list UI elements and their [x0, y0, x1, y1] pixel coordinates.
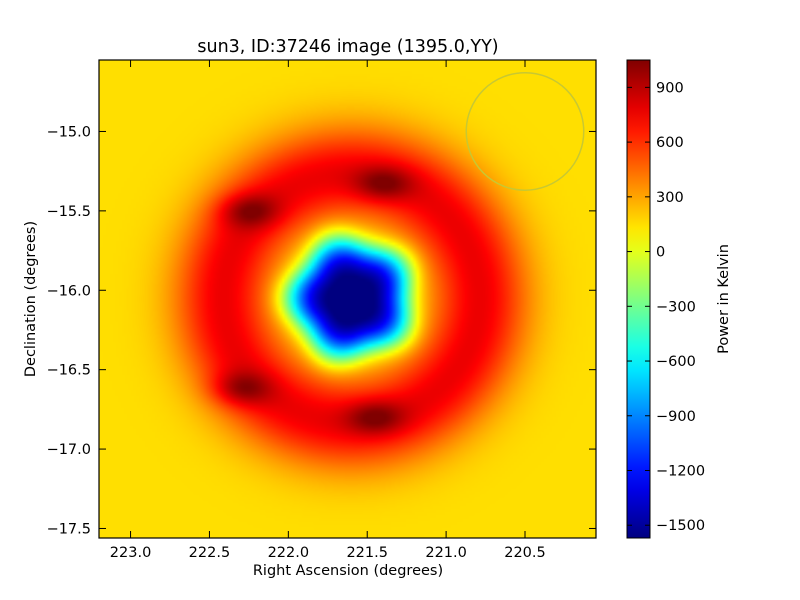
y-tick-label: −15.0	[47, 124, 91, 140]
chart-title: sun3, ID:37246 image (1395.0,YY)	[197, 37, 498, 57]
y-tick-label: −15.5	[47, 204, 91, 220]
colorbar-label: Power in Kelvin	[716, 244, 732, 354]
x-axis-label: Right Ascension (degrees)	[253, 563, 443, 579]
plot-frame	[98, 59, 597, 539]
colorbar-tick-label: 300	[656, 190, 684, 206]
colorbar-axis: 900 600 300 0 −300 −600 −900 −1200 −1500	[627, 80, 705, 534]
y-axis: −15.0 −15.5 −16.0 −16.5 −17.0 −17.5	[47, 124, 596, 537]
heatmap-image	[99, 60, 596, 538]
x-axis: 223.0 222.5 222.0 221.5 221.0 220.5	[110, 60, 546, 561]
colorbar-tick-label: −1500	[656, 518, 705, 534]
colorbar-tick-label: −600	[656, 354, 696, 370]
colorbar-tick-label: 600	[656, 135, 684, 151]
y-tick-label: −17.5	[47, 521, 91, 537]
x-tick-label: 220.5	[504, 545, 546, 561]
colorbar-tick-label: −900	[656, 409, 696, 425]
y-tick-label: −17.0	[47, 442, 91, 458]
x-tick-label: 221.0	[425, 545, 467, 561]
y-axis-label: Declination (degrees)	[23, 221, 39, 377]
colorbar-tick-label: 900	[656, 80, 684, 96]
x-tick-label: 222.5	[189, 545, 231, 561]
beam-circle	[465, 71, 585, 191]
x-tick-label: 221.5	[346, 545, 388, 561]
colorbar-tick-label: −300	[656, 299, 696, 315]
x-tick-label: 222.0	[268, 545, 310, 561]
colorbar	[626, 59, 651, 539]
x-tick-label: 223.0	[110, 545, 152, 561]
colorbar-tick-label: 0	[656, 245, 665, 261]
y-tick-label: −16.0	[47, 283, 91, 299]
y-tick-label: −16.5	[47, 363, 91, 379]
colorbar-tick-label: −1200	[656, 463, 705, 479]
